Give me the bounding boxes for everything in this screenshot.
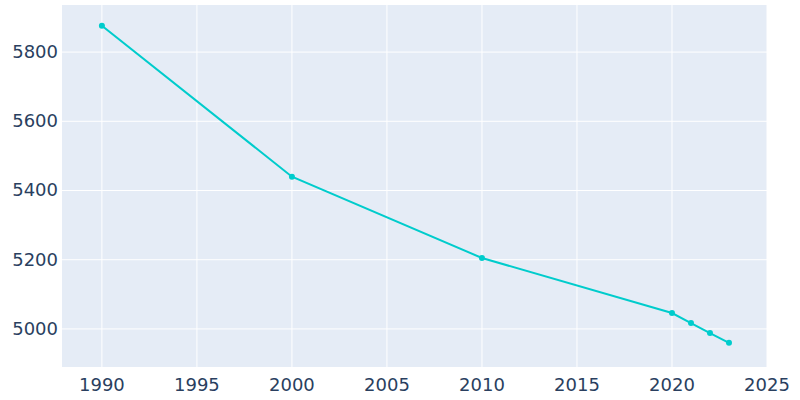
- chart-container: 1990 1995 2000 2005 2010 2015 2020 2025 5000 5200…: [0, 0, 800, 400]
- plot-background: [62, 5, 767, 367]
- point: [707, 330, 713, 336]
- point: [688, 320, 694, 326]
- y-tick-label: 5800: [12, 41, 58, 62]
- x-grid-line: [101, 5, 102, 367]
- chart: 1990 1995 2000 2005 2010 2015 2020 2025 5000 5200…: [0, 0, 800, 400]
- x-tick-label: 1995: [174, 374, 220, 395]
- x-grid-line: [386, 5, 387, 367]
- point: [289, 174, 295, 180]
- x-tick-label: 2020: [649, 374, 695, 395]
- y-tick-label: 5400: [12, 179, 58, 200]
- point: [479, 255, 485, 261]
- x-tick-label: 2025: [744, 374, 790, 395]
- series-group: [99, 23, 732, 346]
- x-grid-line: [481, 5, 482, 367]
- point: [669, 310, 675, 316]
- x-tick-label: 1990: [79, 374, 125, 395]
- y-tick-label: 5200: [12, 249, 58, 270]
- y-grid-line: [62, 328, 767, 329]
- y-grid-line: [62, 121, 767, 122]
- x-tick-label: 2010: [459, 374, 505, 395]
- x-tick-label: 2005: [364, 374, 410, 395]
- x-grid-line: [767, 5, 768, 367]
- point: [726, 340, 732, 346]
- x-grid-line: [291, 5, 292, 367]
- y-grid-line: [62, 52, 767, 53]
- x-tick-label: 2015: [554, 374, 600, 395]
- y-tick-label: 5000: [12, 318, 58, 339]
- point: [99, 23, 105, 29]
- y-grid-line: [62, 190, 767, 191]
- x-tick-label: 2000: [269, 374, 315, 395]
- y-grid-line: [62, 259, 767, 260]
- x-grid-line: [576, 5, 577, 367]
- y-tick-label: 5600: [12, 110, 58, 131]
- x-grid-line: [196, 5, 197, 367]
- line: [102, 26, 729, 343]
